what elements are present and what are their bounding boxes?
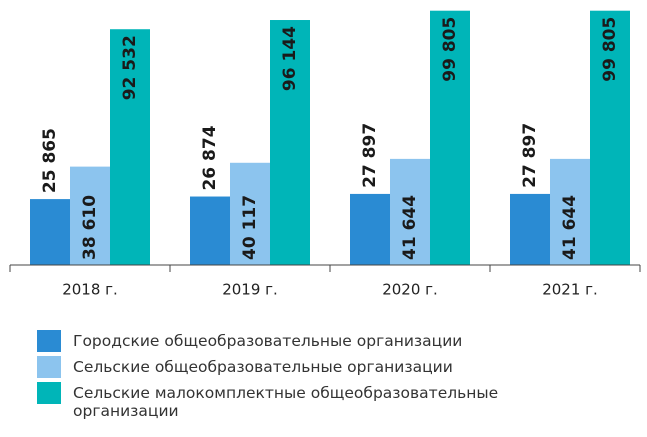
bar bbox=[590, 10, 630, 266]
value-label: 96 144 bbox=[280, 26, 300, 91]
bar bbox=[270, 20, 310, 265]
bar bbox=[550, 158, 590, 265]
bar bbox=[110, 29, 150, 266]
bar bbox=[70, 166, 110, 265]
bar bbox=[430, 10, 470, 266]
bar bbox=[390, 158, 430, 265]
x-tick-label: 2020 г. bbox=[382, 281, 438, 299]
legend-swatch bbox=[37, 330, 61, 352]
legend-item: Сельские общеобразовательные организации bbox=[37, 356, 597, 378]
legend-label: Сельские малокомплектные общеобразовател… bbox=[73, 384, 499, 420]
x-tick-label: 2021 г. bbox=[542, 281, 598, 299]
value-label: 38 610 bbox=[80, 195, 100, 260]
value-label: 41 644 bbox=[560, 195, 580, 260]
value-label: 26 874 bbox=[200, 125, 220, 190]
legend: Городские общеобразовательные организаци… bbox=[37, 330, 597, 424]
x-tick-label: 2018 г. bbox=[62, 281, 118, 299]
legend-item: Городские общеобразовательные организаци… bbox=[37, 330, 597, 352]
value-label: 41 644 bbox=[400, 195, 420, 260]
bar bbox=[350, 193, 390, 265]
x-tick-label: 2019 г. bbox=[222, 281, 278, 299]
bar bbox=[230, 162, 270, 265]
legend-label: Городские общеобразовательные организаци… bbox=[73, 332, 463, 350]
plot: 25 865 38 610 92 532 2018 г. 26 874 40 117 96 … bbox=[9, 10, 641, 299]
bar bbox=[30, 199, 70, 265]
legend-item: Сельские малокомплектные общеобразовател… bbox=[37, 382, 597, 420]
legend-swatch bbox=[37, 382, 61, 404]
value-label: 92 532 bbox=[120, 35, 140, 100]
legend-label: Сельские общеобразовательные организации bbox=[73, 358, 453, 376]
bar bbox=[190, 196, 230, 265]
value-label: 40 117 bbox=[240, 195, 260, 260]
value-label: 99 805 bbox=[600, 17, 620, 82]
value-label: 27 897 bbox=[360, 123, 380, 188]
value-label: 99 805 bbox=[440, 17, 460, 82]
value-label: 25 865 bbox=[40, 128, 60, 193]
bar bbox=[510, 193, 550, 265]
legend-swatch bbox=[37, 356, 61, 378]
value-label: 27 897 bbox=[520, 123, 540, 188]
